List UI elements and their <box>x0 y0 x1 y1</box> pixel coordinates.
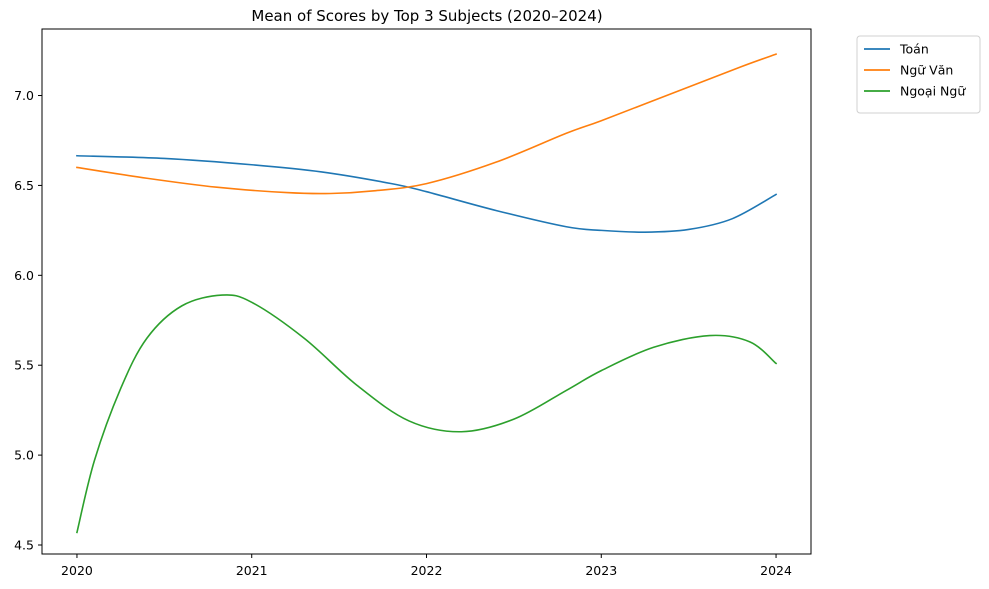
y-tick-label-2: 5.5 <box>14 358 34 373</box>
y-tick-label-4: 6.5 <box>14 178 34 193</box>
y-tick-label-3: 6.0 <box>14 268 34 283</box>
x-tick-label-0: 2020 <box>61 563 93 578</box>
legend-label-1: Ngữ Văn <box>900 63 953 78</box>
series-lines <box>75 53 778 534</box>
series-line-2 <box>75 294 778 534</box>
y-tick-label-1: 5.0 <box>14 448 34 463</box>
legend: Toán Ngữ Văn Ngoại Ngữ <box>856 35 981 114</box>
plot-area <box>41 28 812 555</box>
legend-label-0: Toán <box>899 42 929 57</box>
x-tick-label-2: 2022 <box>411 563 443 578</box>
series-line-1 <box>76 53 778 195</box>
y-tick-label-5: 7.0 <box>14 88 34 103</box>
chart-title: Mean of Scores by Top 3 Subjects (2020–2… <box>251 7 602 25</box>
x-tick-label-1: 2021 <box>236 563 268 578</box>
axes: 2020 2021 2022 2023 2024 4.5 5.0 5.5 6.0 6.5 7.0 <box>14 88 792 578</box>
series-line-0 <box>76 154 778 233</box>
plot-border <box>41 28 812 555</box>
legend-box <box>856 35 981 114</box>
x-tick-label-4: 2024 <box>760 563 792 578</box>
legend-label-2: Ngoại Ngữ <box>900 84 966 99</box>
x-tick-label-3: 2023 <box>585 563 617 578</box>
y-tick-label-0: 4.5 <box>14 538 34 553</box>
